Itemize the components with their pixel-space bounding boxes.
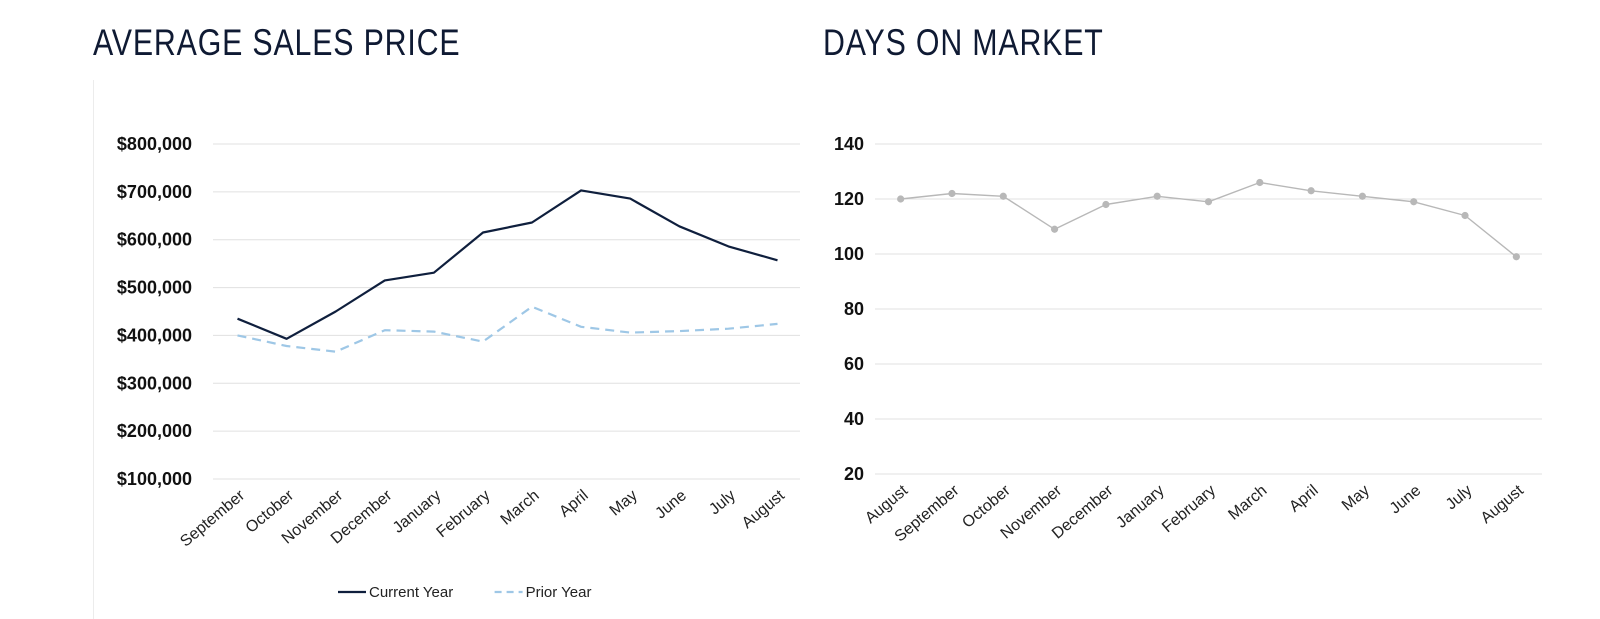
x-tick-label: April bbox=[1286, 482, 1321, 516]
series-point bbox=[999, 192, 1007, 200]
x-tick-label: February bbox=[1159, 482, 1219, 536]
panel-divider bbox=[93, 80, 94, 619]
y-tick-label: 140 bbox=[834, 134, 864, 154]
series-point bbox=[948, 189, 956, 198]
chart-title-average-sales-price: AVERAGE SALES PRICE bbox=[93, 22, 461, 63]
x-tick-label: July bbox=[1443, 482, 1476, 513]
x-tick-label: April bbox=[556, 487, 591, 521]
y-tick-label: $600,000 bbox=[117, 230, 192, 250]
series-point bbox=[1358, 192, 1367, 200]
y-tick-label: $800,000 bbox=[117, 134, 192, 154]
y-tick-label: $200,000 bbox=[117, 421, 192, 441]
series-point bbox=[1050, 225, 1059, 233]
series-point bbox=[1256, 178, 1264, 187]
x-tick-label: August bbox=[862, 482, 912, 527]
x-tick-label: May bbox=[607, 487, 641, 519]
y-tick-label: $500,000 bbox=[117, 278, 192, 298]
current-year-line bbox=[237, 189, 778, 340]
series-line bbox=[900, 181, 1517, 258]
legend-label-current-year: Current Year bbox=[369, 584, 453, 601]
series-point bbox=[1102, 200, 1110, 209]
series-point bbox=[1204, 198, 1213, 206]
x-tick-label: September bbox=[177, 487, 248, 551]
average-sales-price-chart: $100,000 $200,000 $300,000 $400,000 $500,000… bbox=[117, 134, 800, 601]
y-tick-label: 60 bbox=[844, 354, 864, 374]
y-tick-label: $300,000 bbox=[117, 373, 192, 393]
x-tick-label: August bbox=[1478, 482, 1528, 527]
series-point bbox=[1461, 211, 1469, 220]
x-tick-label: March bbox=[1225, 482, 1270, 524]
x-tick-label: June bbox=[652, 487, 690, 522]
x-tick-label: August bbox=[739, 487, 789, 532]
x-tick-label: February bbox=[434, 487, 494, 541]
x-tick-label: June bbox=[1387, 482, 1425, 517]
series-point bbox=[1307, 187, 1315, 195]
x-tick-label: July bbox=[706, 487, 739, 518]
days-on-market-chart: 20406080100120140AugustSeptemberOctoberN… bbox=[834, 134, 1542, 545]
y-tick-label: 20 bbox=[844, 464, 864, 484]
y-tick-label: 100 bbox=[834, 244, 864, 264]
x-tick-label: May bbox=[1339, 482, 1373, 514]
x-tick-label: March bbox=[498, 487, 543, 529]
prior-year-line bbox=[237, 305, 778, 353]
series-point bbox=[897, 195, 905, 203]
series-point bbox=[1153, 192, 1161, 200]
y-tick-label: 120 bbox=[834, 189, 864, 209]
y-tick-label: 80 bbox=[844, 299, 864, 319]
y-tick-label: 40 bbox=[844, 409, 864, 429]
legend-label-prior-year: Prior Year bbox=[526, 584, 592, 601]
chart-title-days-on-market: DAYS ON MARKET bbox=[823, 22, 1104, 63]
y-tick-label: $100,000 bbox=[117, 469, 192, 489]
y-tick-label: $700,000 bbox=[117, 182, 192, 202]
series-point bbox=[1410, 198, 1418, 206]
y-tick-label: $400,000 bbox=[117, 325, 192, 345]
series-point bbox=[1512, 253, 1520, 261]
